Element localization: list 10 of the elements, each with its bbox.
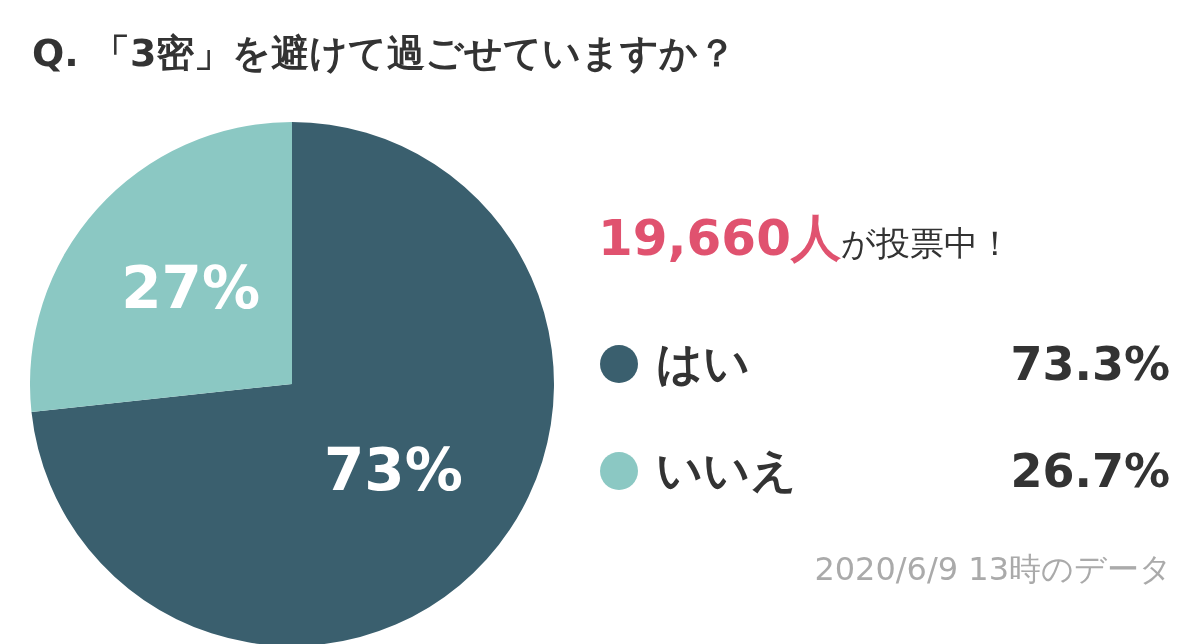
legend-label: はい — [656, 334, 751, 392]
text: 2020/6/9 13時のデータ — [814, 549, 1172, 590]
legend-label: いいえ — [656, 441, 798, 499]
data-label: 73% — [323, 436, 463, 505]
text: 19,660人 — [598, 209, 841, 267]
text: が投票中！ — [840, 223, 1012, 263]
chart-title: Q. 「3密」を避けて過ごせていますか？ — [32, 30, 737, 77]
text: 73.3% — [1010, 336, 1170, 391]
text: 26.7% — [1010, 443, 1170, 498]
data-label: 27% — [121, 254, 261, 323]
